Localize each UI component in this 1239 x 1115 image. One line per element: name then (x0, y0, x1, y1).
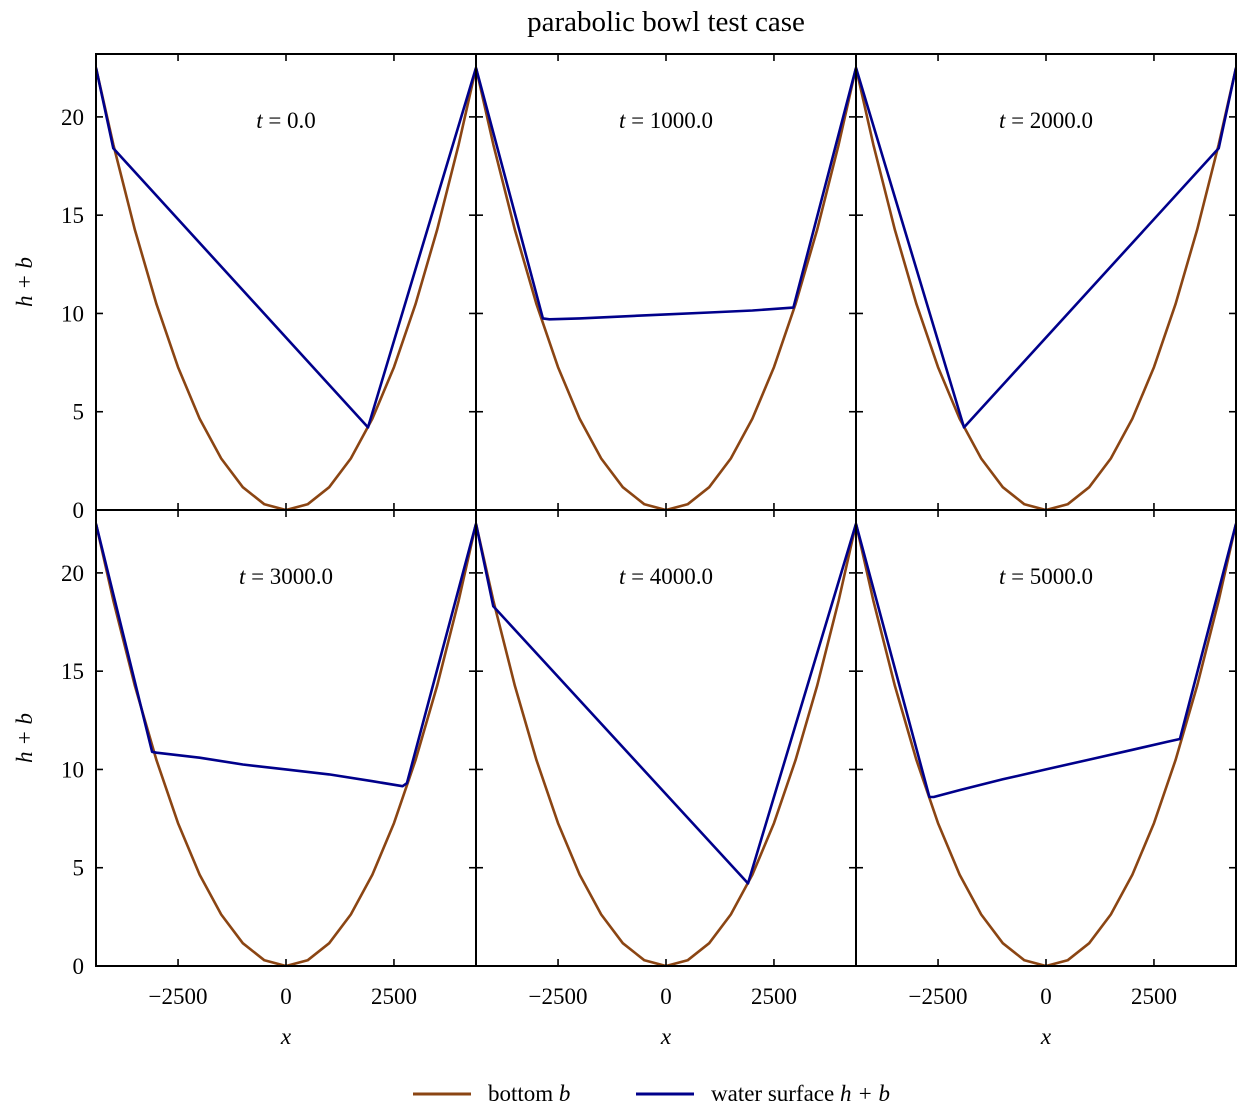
x-tick-label: −2500 (909, 984, 968, 1009)
panel-label-var: t (999, 108, 1006, 133)
y-tick-label: 0 (73, 498, 85, 523)
chart-title: parabolic bowl test case (527, 6, 805, 38)
panel-4: t = 3000.0 0 5 10 15 20 h + b −2500 0 2500 x (12, 509, 477, 1049)
panel-5: t = 4000.0 −2500 0 2500 x (475, 509, 857, 1049)
legend-label-bottom: bottom b (488, 1081, 570, 1106)
panel-label: t = 3000.0 (239, 564, 333, 589)
legend-label-var: b (559, 1081, 571, 1106)
legend-label-text: bottom (488, 1081, 559, 1106)
panel-label-value: = 2000.0 (1005, 108, 1093, 133)
panel-6: t = 5000.0 −2500 0 2500 x (855, 509, 1237, 1049)
x-tick-label: 0 (660, 984, 672, 1009)
y-tick-label: 20 (61, 105, 84, 130)
panel-label-value: = 4000.0 (625, 564, 713, 589)
y-tick-label: 10 (61, 301, 84, 326)
surface-line (96, 67, 476, 429)
panel-label-value: = 5000.0 (1005, 564, 1093, 589)
bottom-line (856, 67, 1236, 510)
x-axis-label: x (660, 1024, 672, 1049)
panel-label: t = 2000.0 (999, 108, 1093, 133)
panel-label-var: t (256, 108, 263, 133)
x-axis-label: x (1040, 1024, 1052, 1049)
bottom-line (476, 523, 856, 966)
panel-label-var: t (999, 564, 1006, 589)
x-tick-label: −2500 (149, 984, 208, 1009)
y-tick-label: 15 (61, 659, 84, 684)
y-tick-label: 0 (73, 954, 85, 979)
x-tick-label: 2500 (371, 984, 417, 1009)
y-axis-label: h + b (12, 257, 37, 307)
surface-line (96, 523, 476, 788)
x-tick-label: 0 (1040, 984, 1052, 1009)
surface-line (476, 523, 856, 885)
y-tick-label: 10 (61, 757, 84, 782)
surface-line (476, 67, 856, 321)
panel-2: t = 1000.0 (475, 53, 857, 511)
surface-line (856, 67, 1236, 429)
panel-label: t = 5000.0 (999, 564, 1093, 589)
legend-label-var: h + b (840, 1081, 890, 1106)
panel-label-value: = 0.0 (263, 108, 316, 133)
panel-label-var: t (239, 564, 246, 589)
bottom-line (856, 523, 1236, 966)
y-tick-label: 5 (73, 856, 85, 881)
panel-label-var: t (619, 108, 626, 133)
legend: bottom b water surface h + b (413, 1081, 890, 1106)
surface-line (856, 523, 1236, 799)
x-tick-label: −2500 (529, 984, 588, 1009)
x-axis-label: x (280, 1024, 292, 1049)
legend-label-surface: water surface h + b (711, 1081, 890, 1106)
y-tick-label: 5 (73, 400, 85, 425)
legend-label-text: water surface (711, 1081, 840, 1106)
panel-label: t = 1000.0 (619, 108, 713, 133)
y-tick-label: 15 (61, 203, 84, 228)
panel-label-var: t (619, 564, 626, 589)
panel-label-value: = 1000.0 (625, 108, 713, 133)
panel-label-value: = 3000.0 (245, 564, 333, 589)
y-axis-label: h + b (12, 713, 37, 763)
y-tick-label: 20 (61, 561, 84, 586)
panel-1: t = 0.0 0 5 10 15 20 h + b (12, 53, 477, 523)
x-tick-label: 2500 (751, 984, 797, 1009)
bottom-line (96, 523, 476, 966)
panel-label: t = 0.0 (256, 108, 316, 133)
panel-3: t = 2000.0 (855, 53, 1237, 511)
panel-label: t = 4000.0 (619, 564, 713, 589)
x-tick-label: 2500 (1131, 984, 1177, 1009)
bottom-line (96, 67, 476, 510)
x-tick-label: 0 (280, 984, 292, 1009)
